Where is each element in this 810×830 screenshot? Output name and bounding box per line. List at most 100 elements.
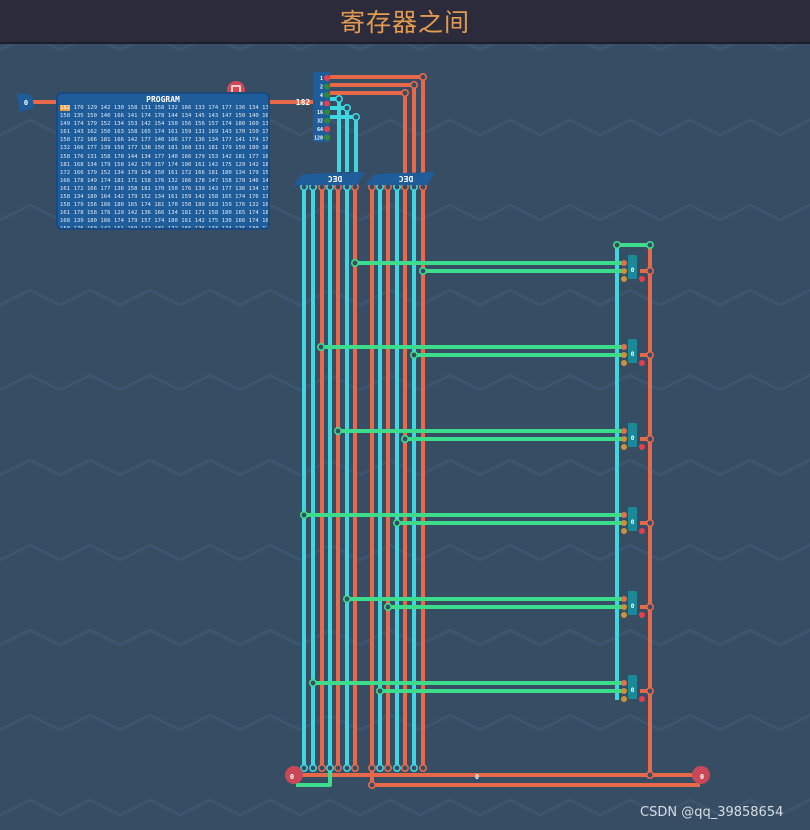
- input-pin[interactable]: [17, 93, 34, 112]
- program-row-values: 158 172 166 181 166 142 177 140 166 177 …: [60, 137, 270, 144]
- wire-node: [351, 113, 360, 122]
- wire-node: [350, 763, 359, 772]
- program-row-values: 158 179 156 166 180 165 174 181 170 150 …: [60, 202, 270, 209]
- program-row: 158 172 166 181 166 142 177 140 166 177 …: [58, 136, 268, 144]
- wire-node: [367, 763, 376, 772]
- pin-dot: [621, 352, 627, 358]
- register-value: 0: [631, 603, 635, 610]
- wire-node: [334, 95, 343, 104]
- left-green-wire[interactable]: [296, 768, 332, 787]
- pin-dot: [324, 117, 330, 124]
- program-row: 166 178 149 174 181 171 158 176 132 166 …: [58, 177, 268, 185]
- wire-node: [645, 350, 654, 359]
- wire-node: [317, 763, 326, 772]
- wire-node: [299, 763, 308, 772]
- wire-node: [325, 763, 334, 772]
- left-output-pin[interactable]: [285, 766, 303, 784]
- wire-node: [400, 434, 409, 443]
- wire-node: [316, 342, 325, 351]
- selected-program-cell[interactable]: 182: [60, 105, 71, 111]
- circuit-board[interactable]: 0 0 0 0 0 0 0 0 0 0 182 1 2 4 8 16 32 64 128 DEC DEC: [0, 44, 810, 830]
- program-row: 132 166 177 139 158 177 138 150 181 168 …: [58, 144, 268, 152]
- program-component[interactable]: PROGRAM 182 170 129 142 130 158 131 158 …: [56, 92, 270, 230]
- wire-node: [375, 686, 384, 695]
- input-pin-value: 0: [24, 99, 28, 107]
- pin-dot: [621, 596, 627, 602]
- pin-dot: [324, 100, 330, 107]
- wire-node: [645, 686, 654, 695]
- output-bus-value: 0: [475, 773, 479, 781]
- register-5[interactable]: [628, 591, 637, 615]
- wire-node: [367, 780, 376, 789]
- splitter-bit-label: 64: [317, 127, 323, 133]
- pin-dot: [639, 276, 645, 282]
- wire-node: [342, 763, 351, 772]
- program-row-values: 170 129 142 130 158 131 158 132 166 133 …: [73, 105, 270, 111]
- watermark: CSDN @qq_39858654: [640, 805, 784, 820]
- right-output-pin[interactable]: [692, 766, 710, 784]
- wire-node: [645, 770, 654, 779]
- program-row-values: 149 174 179 152 134 153 142 154 150 156 …: [60, 121, 270, 128]
- pin-dot: [639, 528, 645, 534]
- wire-node: [308, 763, 317, 772]
- wire-node: [645, 434, 654, 443]
- wire-node: [418, 266, 427, 275]
- pin-dot: [639, 612, 645, 618]
- decoder-1[interactable]: [293, 172, 365, 185]
- wire-node: [418, 763, 427, 772]
- wire-node: [409, 81, 418, 90]
- register-value: 0: [631, 687, 635, 694]
- decoder-label: DEC: [328, 174, 343, 183]
- register-value: 0: [631, 519, 635, 526]
- program-row-values: 172 166 179 152 134 179 154 150 161 172 …: [60, 169, 270, 176]
- wire-node: [645, 518, 654, 527]
- program-row: 161 178 158 176 129 142 136 166 134 181 …: [58, 209, 268, 217]
- pin-dot: [621, 604, 627, 610]
- wire-node: [645, 266, 654, 275]
- program-row-values: 161 143 162 150 163 158 165 174 161 159 …: [60, 129, 270, 136]
- wire-node: [400, 89, 409, 98]
- splitter-bit-label: 32: [317, 119, 323, 125]
- register-4[interactable]: [628, 507, 637, 531]
- pin-dot: [324, 126, 330, 132]
- register-1[interactable]: [628, 255, 637, 279]
- register-6[interactable]: [628, 675, 637, 699]
- pin-dot: [621, 428, 627, 434]
- pin-dot: [324, 109, 330, 115]
- pin-dot: [621, 688, 627, 694]
- register-value: 0: [631, 435, 635, 442]
- wire-node: [350, 258, 359, 267]
- wire-node: [375, 763, 384, 772]
- wire-node: [383, 602, 392, 611]
- program-row: 172 166 179 152 134 179 154 150 161 172 …: [58, 169, 268, 177]
- splitter-bit-label: 4: [320, 93, 323, 99]
- wire-node: [333, 426, 342, 435]
- decoder-label: DEC: [399, 174, 414, 183]
- pin-dot: [621, 268, 627, 274]
- program-row-values: 158 134 180 164 142 179 152 134 161 159 …: [60, 194, 270, 201]
- program-row: 181 168 134 179 158 142 179 157 174 190 …: [58, 161, 268, 169]
- wire-node: [400, 763, 409, 772]
- pin-dot: [621, 436, 627, 442]
- pin-dot: [324, 134, 330, 141]
- wire-node: [409, 350, 418, 359]
- byte-splitter[interactable]: [313, 72, 330, 142]
- pin-dot: [639, 360, 645, 366]
- program-row-values: 158 176 150 142 161 169 142 181 172 166 …: [60, 226, 270, 230]
- wire-node: [392, 518, 401, 527]
- wire-node: [612, 241, 621, 250]
- pin-dot: [621, 680, 627, 686]
- wire-node: [645, 602, 654, 611]
- register-value: 0: [631, 351, 635, 358]
- pin-dot: [621, 528, 627, 534]
- program-row: 158 134 180 164 142 179 152 134 161 159 …: [58, 193, 268, 201]
- pin-dot: [621, 512, 627, 518]
- splitter-bit-label: 16: [317, 110, 323, 116]
- wire-node: [418, 73, 427, 82]
- register-3[interactable]: [628, 423, 637, 447]
- register-2[interactable]: [628, 339, 637, 363]
- wire-node: [342, 594, 351, 603]
- pin-dot: [621, 696, 627, 702]
- pin-dot: [639, 444, 645, 450]
- decoder-2[interactable]: [365, 172, 435, 185]
